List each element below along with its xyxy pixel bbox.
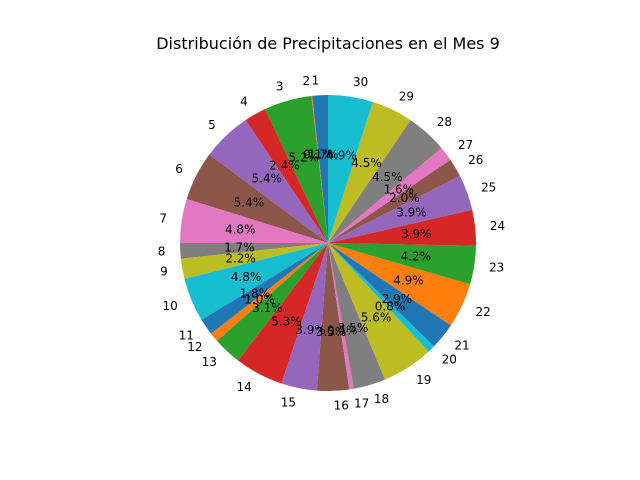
percent-label-17: 0.5% [327,324,358,338]
pie-slice-30 [328,95,373,243]
pie-slice-13 [216,243,328,361]
percent-label-28: 4.5% [372,170,403,184]
pie-slice-22 [328,243,471,326]
category-label-5: 5 [208,118,216,132]
pie-slice-7 [180,199,328,243]
percent-label-16: 3.5% [316,325,347,339]
pie-slice-1 [312,95,328,243]
category-label-11: 11 [179,328,194,342]
percent-label-10: 4.8% [231,270,262,284]
percent-label-1: 1.7% [308,147,339,161]
percent-label-13: 3.1% [252,301,283,315]
category-label-8: 8 [158,245,166,259]
pie-slice-2 [311,95,328,243]
category-label-1: 1 [312,73,320,87]
pie-slice-26 [328,159,460,243]
percent-label-18: 3.5% [338,321,369,335]
pie-slice-11 [201,243,328,334]
category-label-15: 15 [281,396,296,410]
pie-slice-18 [328,243,386,389]
category-label-7: 7 [159,212,167,226]
percent-label-23: 4.2% [401,249,432,263]
percent-label-11: 1.8% [240,286,271,300]
percent-label-29: 4.5% [351,156,382,170]
percent-label-12: 1.0% [244,293,275,307]
pie-slice-23 [328,243,476,285]
percent-label-7: 4.8% [225,223,256,237]
pie-slice-17 [328,243,354,390]
percent-label-9: 2.2% [225,252,256,266]
pie-slice-25 [328,175,473,243]
category-label-10: 10 [163,299,178,313]
percent-label-20: 0.8% [375,300,406,314]
percent-label-30: 4.9% [326,148,357,162]
percent-label-26: 2.0% [389,191,420,205]
category-label-12: 12 [187,340,202,354]
pie-slice-24 [328,209,476,246]
percent-label-22: 4.9% [393,274,424,288]
pie-slice-28 [328,120,442,243]
pie-slice-14 [238,243,328,384]
category-label-25: 25 [481,180,496,194]
pie-slice-19 [328,243,429,380]
percent-label-21: 2.9% [382,292,413,306]
category-label-18: 18 [374,392,389,406]
pie-slice-8 [180,243,328,259]
chart-title: Distribución de Precipitaciones en el Me… [156,34,500,53]
pie-slice-29 [328,101,411,244]
category-label-27: 27 [458,138,473,152]
pie-slice-12 [211,243,328,341]
category-label-30: 30 [353,75,368,89]
category-label-19: 19 [416,373,431,387]
pie-slice-20 [328,243,434,352]
pie-slice-10 [184,243,328,320]
category-label-9: 9 [160,264,168,278]
pie-slice-4 [245,109,328,243]
percent-label-15: 3.9% [295,323,326,337]
category-label-2: 2 [302,74,310,88]
category-label-13: 13 [202,355,217,369]
pie-slice-21 [328,243,451,347]
pie-slice-27 [328,147,451,243]
category-label-21: 21 [454,339,469,353]
percent-label-19: 5.6% [361,311,392,325]
percent-label-8: 1.7% [224,241,255,255]
pie-slices [180,95,476,392]
category-label-29: 29 [399,89,414,103]
category-label-20: 20 [442,353,457,367]
pie-slice-3 [264,95,328,243]
percent-labels: 1.7%0.1%5.2%2.4%5.4%5.4%4.8%1.7%2.2%4.8%… [224,147,431,338]
category-label-23: 23 [489,260,504,274]
percent-label-4: 2.4% [269,159,300,173]
category-label-22: 22 [476,305,491,319]
category-label-4: 4 [240,94,248,108]
pie-slice-15 [281,243,328,391]
category-label-14: 14 [237,380,252,394]
category-label-3: 3 [276,79,284,93]
percent-label-14: 5.3% [271,314,302,328]
category-label-17: 17 [354,397,369,411]
category-label-6: 6 [175,162,183,176]
percent-label-24: 3.9% [401,227,432,241]
percent-label-2: 0.1% [303,148,334,162]
pie-slice-16 [316,243,350,392]
percent-label-3: 5.2% [289,151,320,165]
category-label-26: 26 [468,153,483,167]
pie-slice-6 [186,154,328,243]
category-label-28: 28 [437,115,452,129]
percent-label-27: 1.6% [384,182,415,196]
category-label-16: 16 [334,399,349,413]
percent-label-6: 5.4% [234,196,265,210]
category-label-24: 24 [490,219,505,233]
percent-label-25: 3.9% [396,206,427,220]
pie-slice-5 [209,120,328,243]
pie-slice-9 [180,243,328,279]
percent-label-5: 5.4% [252,172,283,186]
